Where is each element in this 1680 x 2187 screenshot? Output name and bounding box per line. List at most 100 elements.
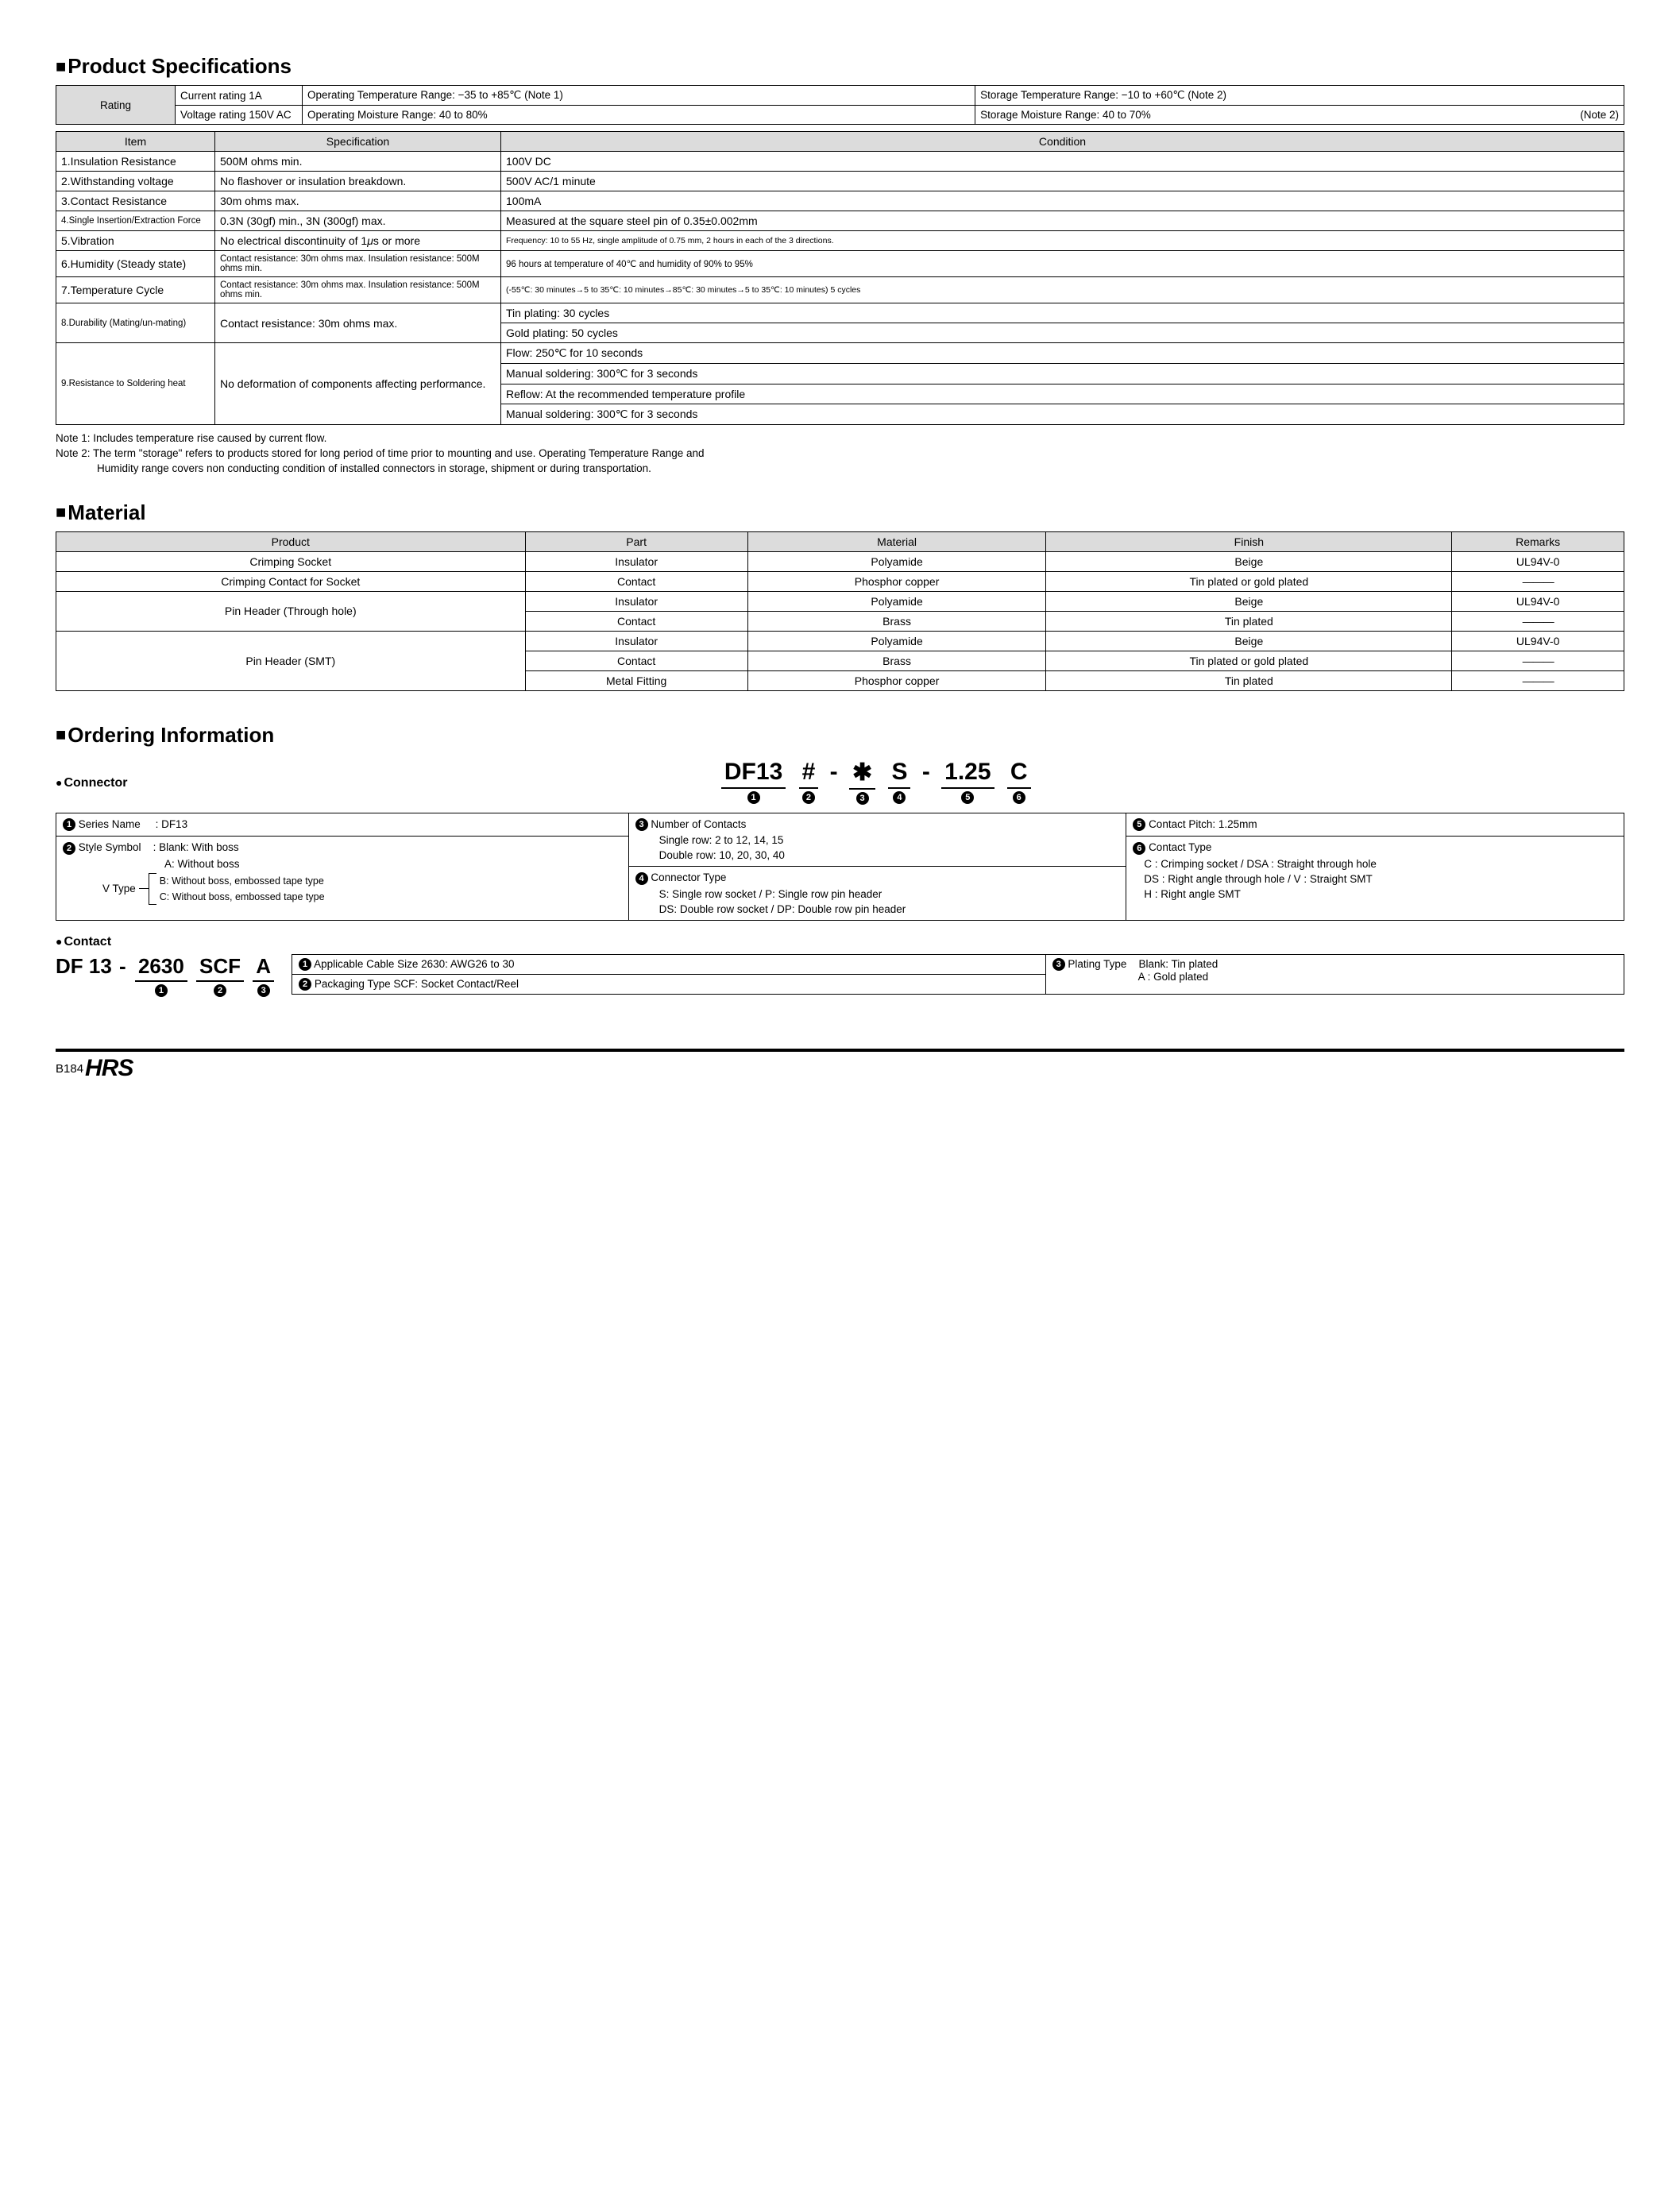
cell: UL94V-0: [1452, 551, 1624, 571]
cell: 3 Plating Type Blank: Tin plated A : Gol…: [1045, 954, 1624, 995]
cell: Tin plating: 30 cycles: [501, 303, 1624, 323]
ordering-legend-grid: 1 Series Name : DF13 2 Style Symbol : Bl…: [56, 813, 1624, 921]
mat-th-product: Product: [56, 531, 526, 551]
section-title-ordering: Ordering Information: [56, 723, 1624, 748]
vtype-b: B: Without boss, embossed tape type: [160, 873, 325, 889]
rating-op-moist: Operating Moisture Range: 40 to 80%: [303, 106, 975, 125]
vtype-label: V Type: [102, 883, 139, 895]
cell: 7.Temperature Cycle: [56, 277, 215, 303]
code-seg-2: #: [799, 759, 819, 789]
connector-sub-text: Connector: [64, 776, 127, 790]
cell: ———: [1452, 571, 1624, 591]
note-2b: Humidity range covers non conducting con…: [56, 462, 1624, 477]
notes-block: Note 1: Includes temperature rise caused…: [56, 431, 1624, 477]
legend-5: Contact Pitch: 1.25mm: [1149, 818, 1257, 830]
contact-legend-table: 1 Applicable Cable Size 2630: AWG26 to 3…: [292, 954, 1624, 995]
cell: Pin Header (Through hole): [56, 591, 526, 631]
rating-current: Current rating 1A: [176, 86, 303, 106]
cell: Contact resistance: 30m ohms max. Insula…: [215, 251, 501, 277]
cell: 1.Insulation Resistance: [56, 152, 215, 172]
rating-store-moist-a: Storage Moisture Range: 40 to 70%: [980, 109, 1151, 121]
cell: Phosphor copper: [747, 571, 1046, 591]
table-row: Crimping SocketInsulatorPolyamideBeigeUL…: [56, 551, 1624, 571]
legend-2-label: Style Symbol: [79, 841, 141, 853]
cell: ———: [1452, 670, 1624, 690]
cell: ———: [1452, 651, 1624, 670]
cell: Insulator: [525, 551, 747, 571]
contact-c2: Packaging Type SCF: Socket Contact/Reel: [315, 978, 519, 990]
cell: UL94V-0: [1452, 631, 1624, 651]
legend-6-c: H : Right angle SMT: [1133, 887, 1617, 902]
legend-1-label: Series Name: [79, 818, 141, 830]
ordering-title-text: Ordering Information: [68, 723, 274, 748]
table-row: 5.VibrationNo electrical discontinuity o…: [56, 231, 1624, 251]
contact-code-s1: DF 13: [56, 954, 112, 978]
cell: Measured at the square steel pin of 0.35…: [501, 211, 1624, 231]
cell: Polyamide: [747, 631, 1046, 651]
cell: Pin Header (SMT): [56, 631, 526, 690]
cell: Polyamide: [747, 551, 1046, 571]
cell: Flow: 250℃ for 10 seconds: [501, 343, 1624, 364]
cell: Phosphor copper: [747, 670, 1046, 690]
cell: Manual soldering: 300℃ for 3 seconds: [501, 364, 1624, 384]
cell: Contact: [525, 651, 747, 670]
cell: No flashover or insulation breakdown.: [215, 172, 501, 191]
contact-code-s3: SCF: [196, 954, 244, 982]
rating-table: Rating Current rating 1A Operating Tempe…: [56, 85, 1624, 125]
cell: Manual soldering: 300℃ for 3 seconds: [501, 404, 1624, 425]
rating-op-temp: Operating Temperature Range: −35 to +85℃…: [303, 86, 975, 106]
hrs-logo: HRS: [85, 1055, 133, 1082]
section-title-material: Material: [56, 500, 1624, 525]
note-1: Note 1: Includes temperature rise caused…: [56, 431, 1624, 446]
legend-6-b: DS : Right angle through hole / V : Stra…: [1133, 871, 1617, 887]
cell: 4.Single Insertion/Extraction Force: [56, 211, 215, 231]
legend-3-a: Single row: 2 to 12, 14, 15: [635, 833, 1120, 848]
cell: Insulator: [525, 591, 747, 611]
table-row: 4.Single Insertion/Extraction Force0.3N …: [56, 211, 1624, 231]
legend-1-val: : DF13: [156, 818, 188, 830]
cell: Insulator: [525, 631, 747, 651]
mat-th-remarks: Remarks: [1452, 531, 1624, 551]
table-row: 3.Contact Resistance30m ohms max.100mA: [56, 191, 1624, 211]
cell: 0.3N (30gf) min., 3N (300gf) max.: [215, 211, 501, 231]
legend-2-val: : Blank: With boss: [153, 841, 239, 853]
cell: UL94V-0: [1452, 591, 1624, 611]
cell: 500V AC/1 minute: [501, 172, 1624, 191]
rating-store-moist-b: (Note 2): [1580, 109, 1619, 121]
cell: 5.Vibration: [56, 231, 215, 251]
mat-th-part: Part: [525, 531, 747, 551]
cell: Crimping Socket: [56, 551, 526, 571]
code-seg-6: C: [1007, 759, 1031, 789]
cell: 2 Packaging Type SCF: Socket Contact/Ree…: [292, 975, 1046, 995]
spec-table: Item Specification Condition 1.Insulatio…: [56, 131, 1624, 425]
cell: (-55℃: 30 minutes→5 to 35℃: 10 minutes→8…: [501, 277, 1624, 303]
code-seg-3: ✱: [849, 759, 875, 790]
cell: Contact: [525, 611, 747, 631]
cell: Beige: [1046, 551, 1452, 571]
code-seg-5: 1.25: [941, 759, 994, 789]
cell: Gold plating: 50 cycles: [501, 323, 1624, 343]
table-row: 2.Withstanding voltageNo flashover or in…: [56, 172, 1624, 191]
material-table: Product Part Material Finish Remarks Cri…: [56, 531, 1624, 691]
cell: 96 hours at temperature of 40℃ and humid…: [501, 251, 1624, 277]
cell: Contact resistance: 30m ohms max. Insula…: [215, 277, 501, 303]
legend-6-label: Contact Type: [1149, 841, 1211, 853]
contact-code-s2: 2630: [135, 954, 187, 982]
table-row: 1.Insulation Resistance500M ohms min.100…: [56, 152, 1624, 172]
ordering-code-contact: DF 13 - 26301 SCF2 A3: [56, 954, 276, 997]
table-row: 8.Durability (Mating/un-mating)Contact r…: [56, 303, 1624, 323]
mat-th-finish: Finish: [1046, 531, 1452, 551]
cell: Tin plated or gold plated: [1046, 571, 1452, 591]
mat-th-material: Material: [747, 531, 1046, 551]
cell: 30m ohms max.: [215, 191, 501, 211]
cell: Frequency: 10 to 55 Hz, single amplitude…: [501, 231, 1624, 251]
cell: No electrical discontinuity of 1μs or mo…: [215, 231, 501, 251]
cell: Tin plated or gold plated: [1046, 651, 1452, 670]
cell: 100V DC: [501, 152, 1624, 172]
connector-sub-label: Connector: [56, 776, 127, 790]
material-title-text: Material: [68, 500, 145, 525]
cell: No deformation of components affecting p…: [215, 343, 501, 425]
table-row: 7.Temperature CycleContact resistance: 3…: [56, 277, 1624, 303]
rating-store-moist: Storage Moisture Range: 40 to 70% (Note …: [975, 106, 1624, 125]
legend-2-a: A: Without boss: [63, 856, 622, 871]
